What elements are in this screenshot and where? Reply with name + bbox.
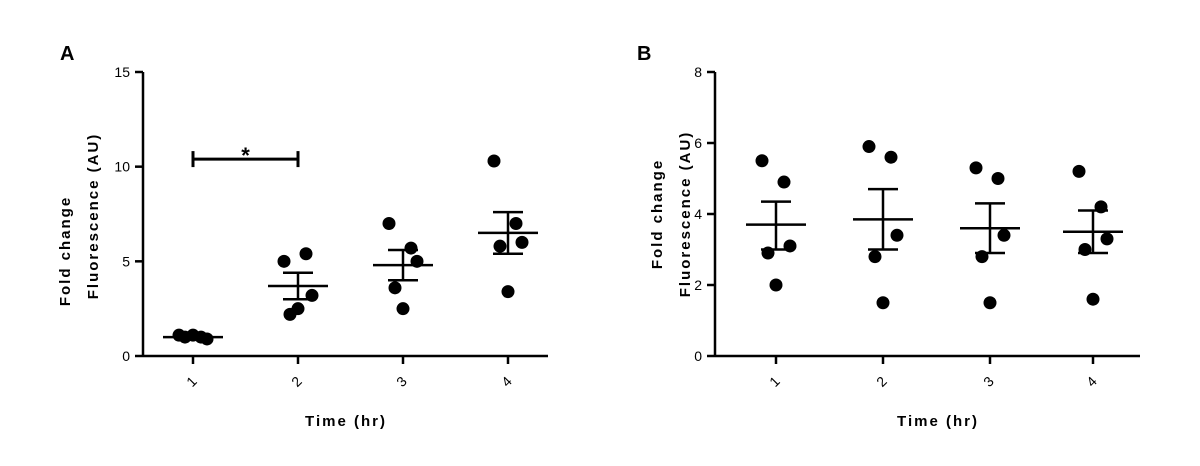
y-tick-label: 4 — [694, 206, 702, 222]
x-tick-label: 2 — [873, 373, 890, 390]
data-point — [299, 247, 313, 261]
data-point — [997, 228, 1011, 242]
panel-a: A Fold change Fluorescence (AU) Time (hr… — [57, 43, 548, 430]
data-point — [404, 241, 418, 255]
data-point — [876, 296, 890, 310]
data-point — [501, 285, 515, 299]
x-tick-label: 3 — [980, 373, 997, 390]
y-tick-label: 10 — [114, 159, 130, 175]
y-tick-label: 0 — [122, 348, 130, 364]
panel-letter: B — [637, 43, 651, 65]
data-point — [884, 150, 898, 164]
data-point — [983, 296, 997, 310]
y-tick-label: 15 — [114, 64, 130, 80]
y-tick-label: 2 — [694, 277, 702, 293]
data-point — [1072, 164, 1086, 178]
y-tick-label: 5 — [122, 253, 130, 269]
data-point — [291, 302, 305, 316]
x-tick-label: 2 — [288, 373, 305, 390]
panel-letter: A — [60, 43, 74, 65]
data-point — [382, 216, 396, 230]
y-axis-title-line-1: Fold change — [649, 159, 666, 269]
x-tick-label: 3 — [393, 373, 410, 390]
y-tick-label: 8 — [694, 64, 702, 80]
data-point — [1100, 232, 1114, 246]
data-point — [862, 140, 876, 154]
y-axis-title-line-2: Fluorescence (AU) — [85, 133, 102, 300]
data-point — [396, 302, 410, 316]
data-point — [777, 175, 791, 189]
data-point — [769, 278, 783, 292]
data-point — [493, 239, 507, 253]
x-tick-label: 4 — [1083, 373, 1100, 390]
x-axis-title: Time (hr) — [305, 413, 387, 430]
data-point — [991, 172, 1005, 185]
data-point — [868, 250, 882, 264]
x-tick-label: 1 — [766, 373, 783, 390]
significance-star: * — [241, 143, 250, 168]
x-axis-title: Time (hr) — [897, 413, 979, 430]
data-point — [969, 161, 983, 175]
x-tick-label: 1 — [183, 373, 200, 390]
panel-b: B Fold change Fluorescence (AU) Time (hr… — [637, 43, 1140, 430]
y-tick-label: 0 — [694, 348, 702, 364]
data-point — [487, 154, 501, 168]
x-tick-label: 4 — [498, 373, 515, 390]
data-point — [890, 228, 904, 242]
data-point — [1086, 292, 1100, 306]
y-axis-title-line-2: Fluorescence (AU) — [677, 131, 694, 298]
data-point — [388, 281, 402, 295]
y-axis-title-line-1: Fold change — [57, 196, 74, 306]
y-tick-label: 6 — [694, 135, 702, 151]
data-point — [509, 216, 523, 230]
data-point — [515, 235, 529, 249]
data-point — [755, 154, 769, 168]
data-point — [277, 254, 291, 268]
